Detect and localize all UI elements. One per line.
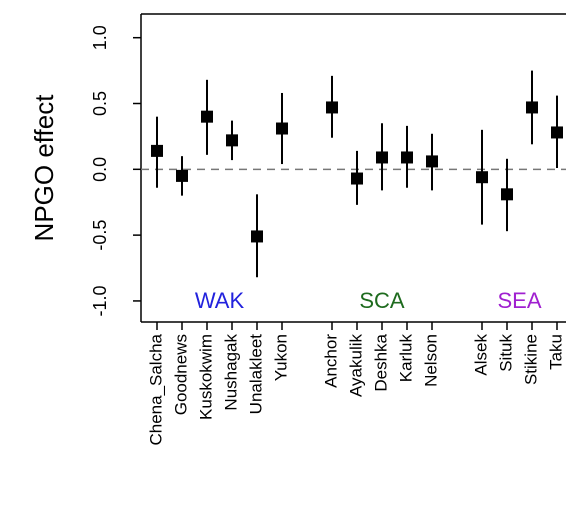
point [501, 188, 513, 201]
point [401, 151, 413, 164]
point [351, 172, 363, 185]
point [376, 151, 388, 164]
point [426, 155, 438, 168]
x-tick-label: Deshka [371, 333, 390, 391]
y-tick-label: 1.0 [90, 25, 110, 50]
x-tick-label: Yukon [271, 334, 290, 381]
point [176, 169, 188, 182]
x-tick-label: Karluk [396, 334, 415, 383]
point [251, 230, 263, 243]
x-tick-label: Situk [496, 334, 515, 372]
point [476, 171, 488, 184]
group-label: SEA [497, 288, 541, 313]
group-label: SCA [359, 288, 405, 313]
x-tick-label: Stikine [521, 334, 540, 385]
y-tick-label: 0.0 [90, 157, 110, 182]
point [326, 101, 338, 114]
x-tick-label: Unalakleet [246, 334, 265, 415]
point [526, 101, 538, 114]
y-tick-label: -0.5 [90, 220, 110, 251]
y-tick-label: -1.0 [90, 285, 110, 316]
point [276, 122, 288, 135]
point [551, 126, 563, 139]
y-tick-label: 0.5 [90, 91, 110, 116]
x-tick-label: Nelson [421, 334, 440, 387]
point [151, 144, 163, 157]
x-tick-label: Nushagak [221, 334, 240, 411]
point [201, 110, 213, 123]
x-tick-label: Taku [546, 334, 565, 370]
x-tick-label: Kuskokwim [196, 334, 215, 420]
x-tick-label: Alsek [471, 334, 490, 376]
x-tick-label: Goodnews [171, 334, 190, 415]
x-tick-label: Ayakulik [346, 334, 365, 397]
x-tick-label: Anchor [321, 334, 340, 388]
y-axis-label: NPGO effect [29, 94, 59, 242]
x-tick-label: Chena_Salcha [146, 333, 165, 445]
point [226, 134, 238, 147]
group-label: WAK [195, 288, 245, 313]
